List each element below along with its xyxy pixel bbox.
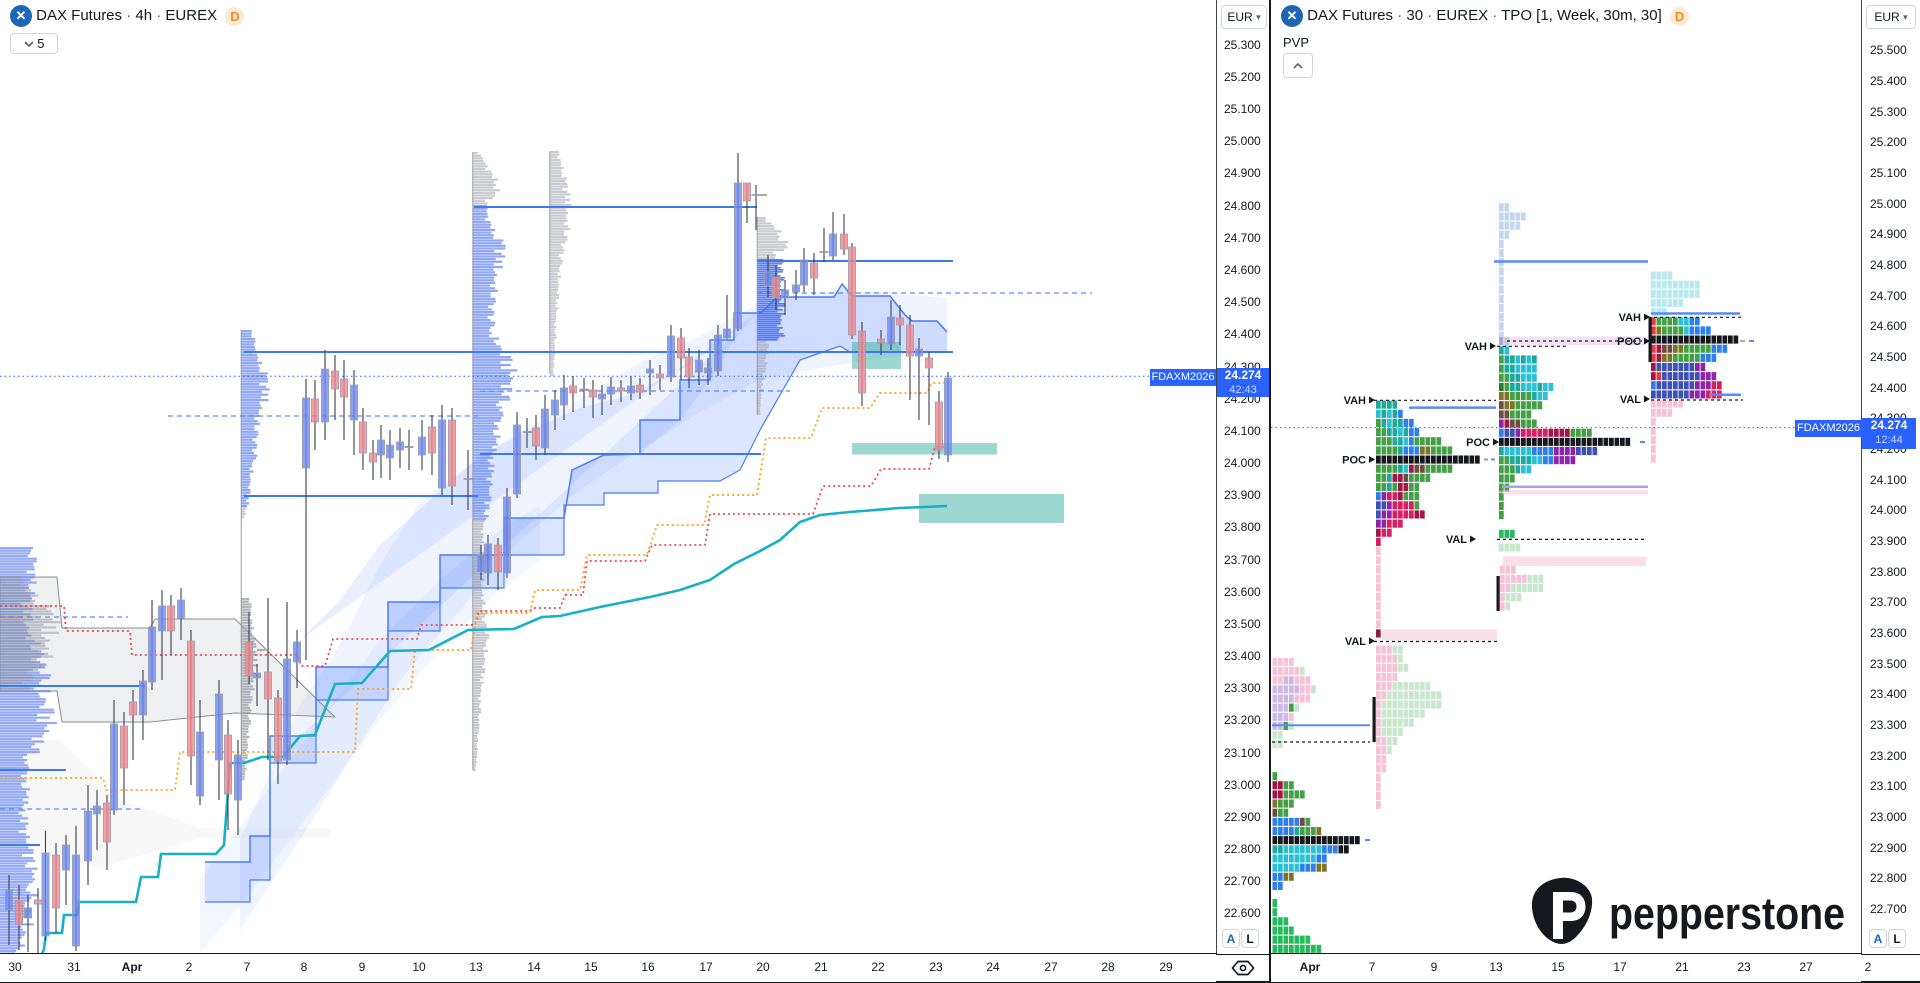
svg-text:VAH: VAH <box>1619 312 1641 324</box>
svg-text:VAL: VAL <box>1446 534 1467 546</box>
svg-text:VAL: VAL <box>1345 636 1366 648</box>
svg-text:VAH: VAH <box>1465 341 1487 353</box>
svg-text:VAH: VAH <box>1344 395 1366 407</box>
svg-text:POC: POC <box>1617 336 1641 348</box>
svg-text:POC: POC <box>1466 437 1490 449</box>
svg-text:POC: POC <box>1342 455 1366 467</box>
svg-text:VAL: VAL <box>1620 394 1641 406</box>
svg-text:pepperstone: pepperstone <box>1609 888 1845 939</box>
